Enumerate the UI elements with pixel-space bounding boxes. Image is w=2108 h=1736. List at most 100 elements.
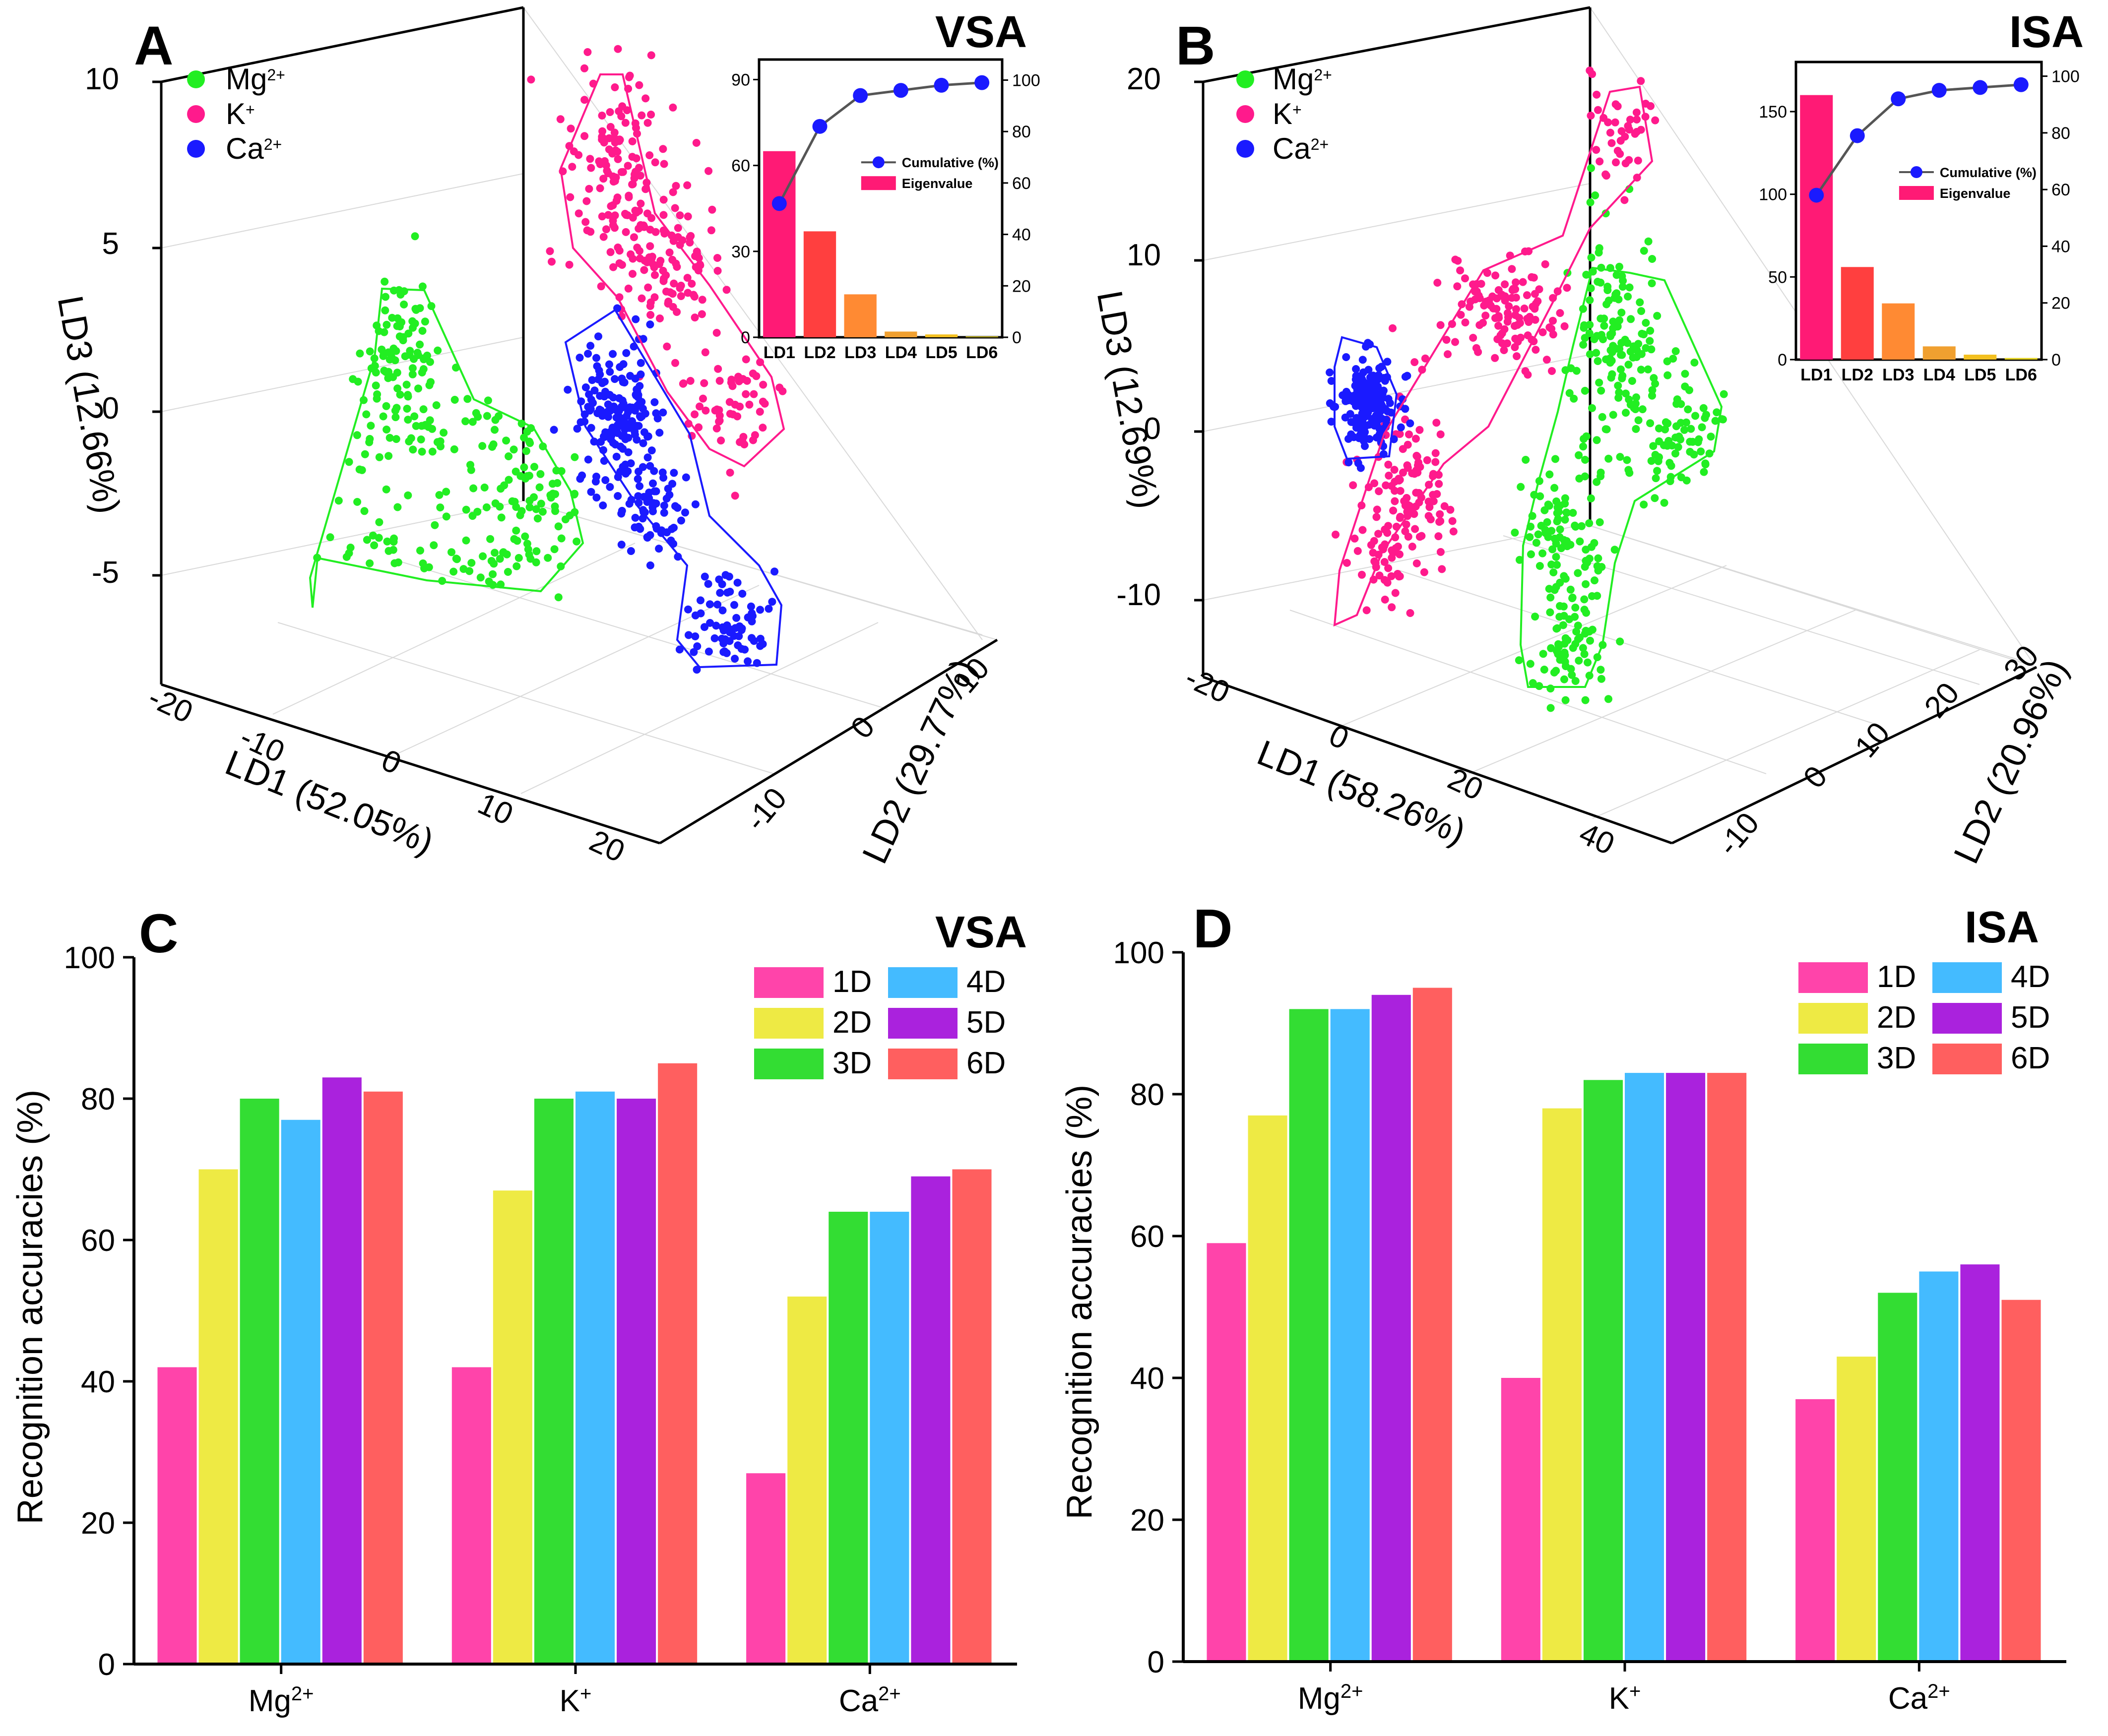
panel-a-k-point	[714, 365, 722, 373]
panel-d-y-tick: 80	[1130, 1078, 1164, 1112]
panel-d-x-tick: Mg2+	[1298, 1680, 1363, 1716]
panel-a-mg-point	[372, 381, 380, 390]
panel-b-k-point	[1387, 572, 1396, 580]
panel-a-mg-point	[479, 552, 487, 560]
panel-a-ca-point	[600, 433, 608, 440]
panel-a-mg-point	[505, 452, 513, 460]
panel-a-k-point	[712, 424, 721, 433]
panel-d-x-tick: Ca2+	[1888, 1680, 1950, 1716]
panel-a-mg-point	[393, 314, 402, 322]
panel-a-ca-point	[705, 600, 714, 609]
panel-a-mg-point	[465, 567, 474, 575]
panel-a-ca-point	[660, 508, 668, 517]
panel-d-legend-swatch-4D	[1932, 962, 2002, 993]
panel-b-k-point	[1412, 451, 1421, 460]
panel-a-legend: Mg2+ K+ Ca2+	[187, 62, 285, 165]
panel-b-k-point	[1549, 316, 1557, 325]
panel-a-mg-point	[395, 332, 404, 341]
panel-a-k-point	[636, 254, 644, 262]
panel-b-k-point	[1611, 118, 1619, 126]
panel-a-mg-point	[334, 496, 343, 505]
panel-b-k-point	[1633, 116, 1641, 124]
panel-a-k-point	[565, 260, 574, 269]
panel-a-ca-point	[674, 553, 682, 561]
panel-a-k-point	[575, 209, 583, 218]
panel-a-mg-point	[382, 293, 389, 301]
panel-b-mg-point	[1593, 436, 1601, 444]
panel-b-mg-point	[1634, 416, 1643, 425]
panel-a-k-point	[683, 181, 692, 189]
panel-b-mg-point	[1559, 621, 1567, 629]
panel-b-k-point	[1358, 570, 1366, 579]
panel-b-mg-point	[1534, 530, 1542, 539]
panel-a-ca-point	[655, 545, 663, 553]
panel-a-inset-legend-eigenvalue: Eigenvalue	[902, 176, 973, 191]
panel-b-k-point	[1415, 426, 1424, 434]
panel-b-mg-point	[1527, 550, 1535, 558]
panel-a-ca-point	[662, 495, 671, 503]
panel-a-k-point	[669, 303, 677, 311]
panel-a-inset-bar	[925, 334, 958, 337]
panel-a-mg-point	[420, 564, 429, 572]
panel-b-k-point	[1406, 609, 1414, 617]
panel-b-mg-point	[1667, 462, 1675, 470]
panel-b-mg-point	[1582, 432, 1591, 440]
panel-b-grid-line	[1203, 183, 1591, 261]
panel-a-k-point	[614, 155, 622, 163]
panel-b-mg-point	[1627, 315, 1635, 323]
panel-b-k-point	[1474, 291, 1483, 300]
panel-a-k-point	[625, 193, 633, 201]
panel-a-mg-point	[326, 533, 334, 542]
panel-a-mg-point	[489, 570, 497, 578]
panel-a-mg-point	[436, 503, 445, 512]
panel-b-k-point	[1423, 456, 1431, 464]
panel-b-mg-point	[1571, 604, 1580, 612]
panel-b-mg-point	[1687, 425, 1695, 433]
panel-b-mg-point	[1609, 411, 1617, 419]
panel-b-mg-point	[1581, 696, 1590, 704]
panel-b-inset-right-tick: 20	[2051, 294, 2070, 313]
panel-b-mg-point	[1638, 405, 1647, 414]
panel-b-mg-point	[1700, 468, 1708, 476]
panel-a-mg-point	[525, 496, 534, 505]
panel-a-mg-point	[500, 481, 509, 490]
panel-a-mg-point	[535, 483, 544, 492]
panel-b-mg-point	[1596, 518, 1604, 526]
panel-a-k-point	[734, 372, 743, 381]
panel-a-mg-point	[392, 435, 400, 443]
panel-c-bar-2D	[198, 1169, 238, 1664]
panel-b-mg-point	[1522, 456, 1530, 464]
panel-b-k-point	[1560, 322, 1569, 330]
panel-d-bar-4D	[1625, 1073, 1664, 1662]
panel-b-mg-point	[1517, 483, 1525, 491]
panel-b-k-point	[1592, 146, 1600, 154]
panel-b-k-point	[1411, 434, 1420, 443]
panel-b-k-point	[1525, 318, 1533, 326]
panel-a-k-point	[640, 266, 648, 274]
panel-b-k-point	[1596, 157, 1604, 166]
panel-b-mg-point	[1654, 457, 1662, 465]
panel-a-k-point	[742, 390, 750, 398]
panel-b-ca-point	[1352, 372, 1360, 380]
panel-b-k-point	[1399, 468, 1407, 477]
panel-d-legend-label-2D: 2D	[1877, 1000, 1916, 1035]
panel-b-mg-point	[1575, 656, 1583, 665]
panel-b-ca-point	[1403, 372, 1411, 380]
panel-a-ca-point	[718, 580, 726, 588]
panel-a-ca-point	[732, 614, 741, 622]
panel-a-mg-point	[573, 537, 581, 546]
panel-a-mg-point	[418, 282, 427, 291]
panel-a-k-point	[742, 355, 750, 364]
panel-b-mg-point	[1637, 366, 1645, 374]
panel-b-inset-left-tick: 0	[1778, 351, 1787, 370]
panel-a-mg-point	[382, 402, 390, 410]
panel-b-k-point	[1412, 559, 1421, 567]
panel-a-ca-point	[664, 485, 672, 493]
panel-b-mg-point	[1608, 329, 1616, 338]
panel-a-inset-left-tick: 60	[731, 157, 750, 176]
panel-b-mg-point	[1618, 351, 1626, 359]
panel-b-y-tick-3: 20	[1918, 676, 1966, 724]
panel-a-x-title: LD1 (52.05%)	[220, 743, 439, 862]
panel-a-mg-point	[391, 356, 399, 365]
panel-b-inset-left-tick: 150	[1759, 103, 1787, 122]
